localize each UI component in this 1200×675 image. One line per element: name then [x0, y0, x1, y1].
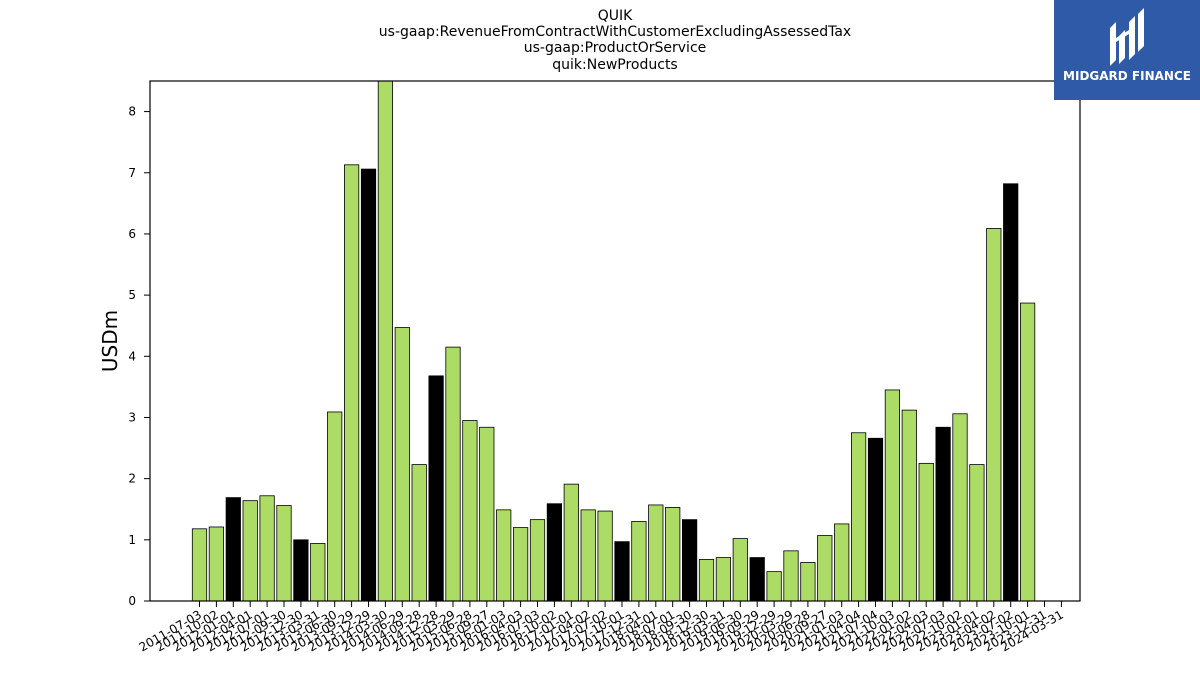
bar — [1003, 183, 1019, 602]
bar — [428, 375, 444, 602]
bar — [360, 168, 377, 602]
bar — [310, 543, 326, 602]
bar — [800, 562, 816, 602]
brand-logo: MIDGARD FINANCE — [1054, 0, 1200, 100]
bar — [901, 409, 917, 602]
bar — [479, 426, 495, 602]
title-line-3: us-gaap:ProductOrService — [524, 40, 707, 56]
midgard-logo-icon — [1110, 8, 1144, 66]
bar — [648, 504, 664, 602]
y-axis-label: USDm — [98, 310, 122, 372]
chart-title: QUIK us-gaap:RevenueFromContractWithCust… — [379, 8, 851, 73]
bar — [817, 535, 833, 602]
y-tick-label: 0 — [128, 594, 136, 608]
bar — [191, 528, 208, 602]
title-line-2: us-gaap:RevenueFromContractWithCustomerE… — [379, 24, 851, 40]
bar — [259, 495, 275, 602]
bar — [732, 538, 748, 602]
y-tick-label: 6 — [128, 227, 136, 241]
bar — [986, 228, 1002, 602]
y-axis-ticks: 0 1 2 3 4 5 6 7 8 — [128, 105, 150, 608]
bar — [969, 464, 985, 602]
bar — [597, 510, 613, 602]
plot-frame — [149, 80, 1081, 602]
y-tick-label: 8 — [128, 105, 136, 119]
bar — [631, 521, 647, 602]
bars-group — [191, 80, 1036, 602]
bar — [682, 519, 698, 602]
bar — [935, 426, 951, 602]
y-tick-label: 5 — [128, 288, 136, 302]
y-tick-label: 1 — [128, 533, 136, 547]
bar — [546, 503, 563, 602]
bar — [614, 541, 630, 602]
y-tick-label: 3 — [128, 410, 136, 424]
bar — [851, 432, 867, 602]
bar — [665, 506, 681, 602]
bar — [766, 571, 782, 602]
bar — [1020, 302, 1036, 602]
bar — [327, 411, 343, 602]
bar — [715, 557, 732, 602]
bar — [867, 437, 884, 602]
bar — [343, 164, 360, 602]
bar — [208, 526, 224, 602]
bar — [445, 346, 461, 602]
y-tick-label: 2 — [128, 472, 136, 486]
bar — [918, 462, 934, 602]
bar — [496, 509, 512, 602]
bar — [529, 519, 546, 602]
bar — [749, 557, 765, 602]
bar — [377, 80, 394, 602]
bar — [698, 559, 715, 602]
bar — [276, 505, 292, 602]
bar — [242, 500, 258, 602]
bar — [580, 509, 596, 602]
bar — [563, 483, 579, 602]
bar — [952, 413, 968, 602]
y-tick-label: 4 — [128, 349, 136, 363]
x-axis-ticks: 2011-07-032011-10-022012-01-012012-04-01… — [137, 601, 1066, 654]
title-line-4: quik:NewProducts — [552, 57, 677, 73]
title-line-1: QUIK — [598, 8, 633, 24]
logo-text: MIDGARD FINANCE — [1063, 69, 1191, 83]
bar — [293, 539, 309, 602]
y-tick-label: 7 — [128, 166, 136, 180]
bar — [411, 464, 427, 602]
bar — [884, 389, 901, 602]
bar — [783, 550, 799, 602]
bar — [394, 327, 410, 602]
bar — [225, 497, 241, 602]
bar — [462, 420, 478, 602]
bar — [513, 527, 529, 602]
bar — [834, 523, 850, 602]
